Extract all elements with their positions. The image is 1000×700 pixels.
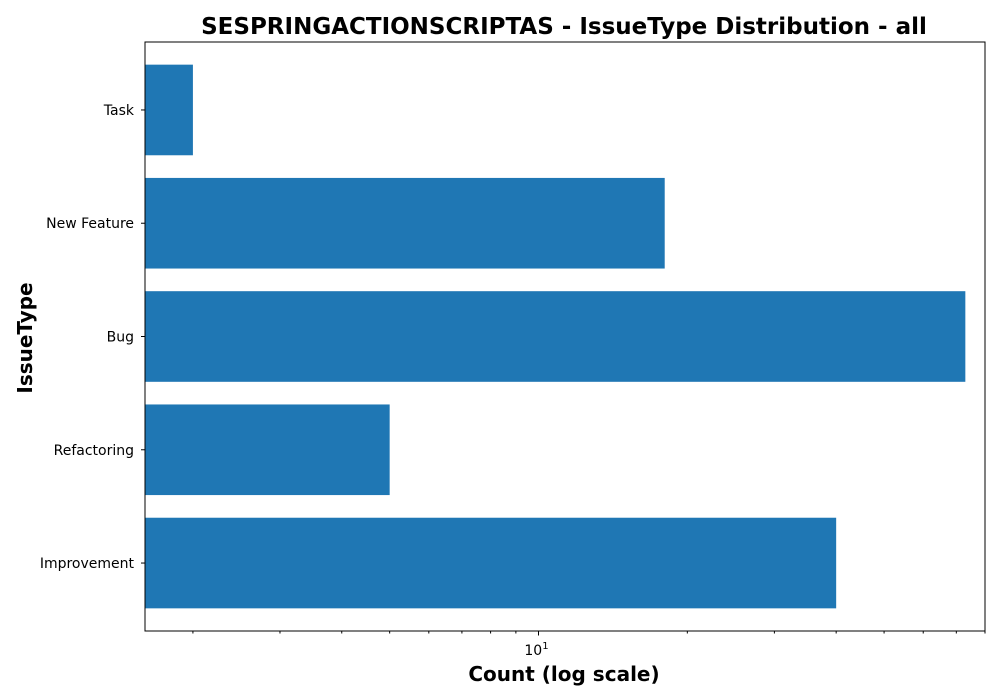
- y-tick-label: Bug: [107, 330, 134, 346]
- bar-new-feature: [145, 177, 665, 269]
- y-tick-label: Task: [103, 103, 135, 119]
- bar-refactoring: [145, 404, 390, 496]
- axes-frame: [144, 41, 986, 632]
- bar-bug: [145, 291, 966, 382]
- y-tick-label: Refactoring: [54, 443, 134, 459]
- x-tick-label: 101: [524, 641, 548, 659]
- plot-area: Improvement Refactoring Bug New Feature Task…: [40, 41, 986, 659]
- chart-title: SESPRINGACTIONSCRIPTAS - IssueType Distr…: [201, 14, 927, 40]
- y-tick-label: Improvement: [40, 556, 135, 572]
- y-axis-label: IssueType: [13, 282, 37, 393]
- bar-improvement: [145, 517, 837, 609]
- x-axis-label: Count (log scale): [468, 662, 659, 686]
- bar-task: [145, 64, 193, 156]
- y-tick-label: New Feature: [46, 216, 134, 232]
